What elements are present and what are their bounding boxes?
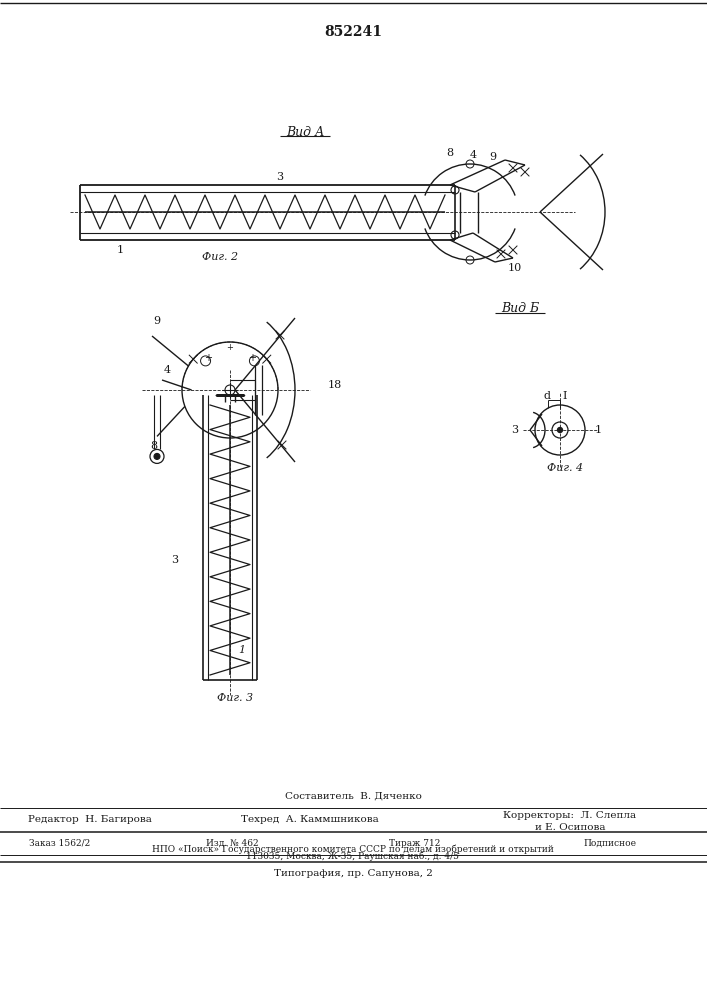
- Text: Корректоры:  Л. Слепла: Корректоры: Л. Слепла: [503, 810, 636, 820]
- Text: 10: 10: [508, 263, 522, 273]
- Text: и Е. Осипова: и Е. Осипова: [534, 822, 605, 832]
- Text: 3: 3: [171, 555, 179, 565]
- Text: 18: 18: [328, 380, 342, 390]
- Text: Вид А: Вид А: [286, 125, 325, 138]
- Text: 113035, Москва, Ж-35, Раушская наб., д. 4/5: 113035, Москва, Ж-35, Раушская наб., д. …: [247, 851, 460, 861]
- Text: Редактор  Н. Багирова: Редактор Н. Багирова: [28, 816, 152, 824]
- Text: Техред  А. Каммшникова: Техред А. Каммшникова: [241, 816, 379, 824]
- Text: 852241: 852241: [324, 25, 382, 39]
- Text: Типография, пр. Сапунова, 2: Типография, пр. Сапунова, 2: [274, 868, 433, 878]
- Text: Тираж 712: Тираж 712: [390, 838, 440, 848]
- Text: Изд. № 462: Изд. № 462: [206, 838, 258, 848]
- Text: 3: 3: [511, 425, 518, 435]
- Text: 4: 4: [163, 365, 170, 375]
- Text: +: +: [204, 353, 212, 363]
- Text: +: +: [248, 353, 256, 363]
- Text: I: I: [562, 391, 566, 401]
- Text: 4: 4: [469, 150, 477, 160]
- Text: 8: 8: [446, 148, 454, 158]
- Text: Вид Б: Вид Б: [501, 302, 539, 314]
- Text: Заказ 1562/2: Заказ 1562/2: [30, 838, 90, 848]
- Text: 1: 1: [238, 645, 245, 655]
- Text: НПО «Поиск» Государственного комитета СССР по делам изобретений и открытий: НПО «Поиск» Государственного комитета СС…: [152, 844, 554, 854]
- Text: 1: 1: [595, 425, 602, 435]
- Text: 8: 8: [151, 441, 158, 451]
- Text: 9: 9: [153, 316, 160, 326]
- Text: 1: 1: [117, 245, 124, 255]
- Text: Составитель  В. Дяченко: Составитель В. Дяченко: [284, 792, 421, 800]
- Text: +: +: [226, 344, 233, 353]
- Text: Подписное: Подписное: [583, 838, 636, 848]
- Text: Фиг. 4: Фиг. 4: [547, 463, 583, 473]
- Text: 9: 9: [489, 152, 496, 162]
- Text: 3: 3: [276, 172, 284, 182]
- Text: d: d: [543, 391, 550, 401]
- Circle shape: [154, 453, 160, 459]
- Text: Фиг. 2: Фиг. 2: [202, 252, 238, 262]
- Text: Фиг. 3: Фиг. 3: [217, 693, 253, 703]
- Circle shape: [558, 428, 563, 432]
